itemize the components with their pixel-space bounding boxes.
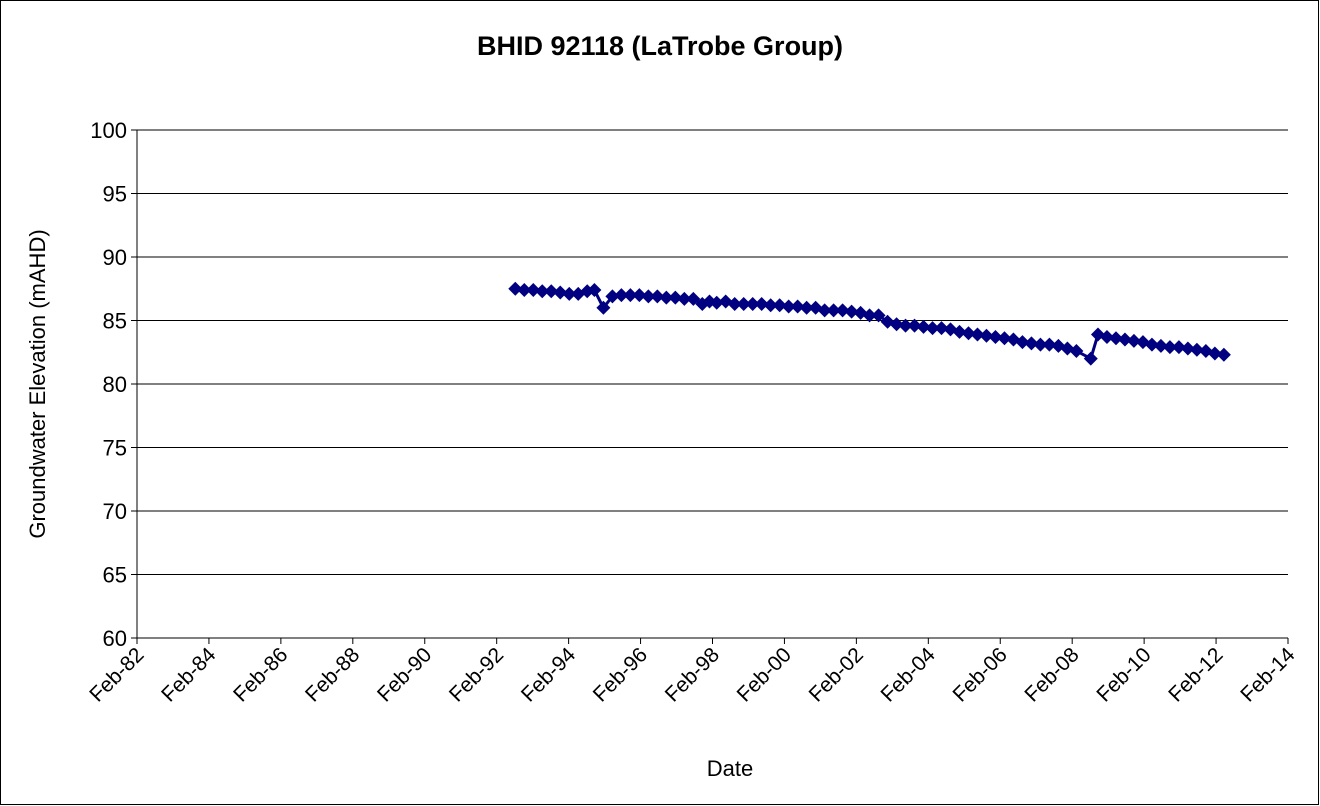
y-tick-label: 75 [103, 436, 127, 461]
marker [508, 281, 523, 296]
marker [916, 319, 931, 334]
marker [632, 288, 647, 303]
marker [1099, 330, 1114, 345]
marker [1144, 337, 1159, 352]
marker [1117, 332, 1132, 347]
marker [605, 289, 620, 304]
marker [1171, 340, 1186, 355]
marker [1180, 341, 1195, 356]
marker [1162, 340, 1177, 355]
x-axis-label: Date [707, 756, 753, 781]
marker [668, 290, 683, 305]
marker [745, 296, 760, 311]
y-axis-label: Groundwater Elevation (mAHD) [25, 229, 50, 538]
marker [1207, 346, 1222, 361]
marker [1153, 338, 1168, 353]
marker [934, 321, 949, 336]
marker [1216, 347, 1231, 362]
marker [970, 327, 985, 342]
marker [1069, 343, 1084, 358]
marker [1015, 335, 1030, 350]
marker [961, 326, 976, 341]
marker [925, 321, 940, 336]
marker [544, 284, 559, 299]
marker [889, 317, 904, 332]
y-tick-label: 90 [103, 245, 127, 270]
marker [1042, 337, 1057, 352]
marker [871, 308, 886, 323]
marker [844, 304, 859, 319]
marker [562, 286, 577, 301]
marker [659, 290, 674, 305]
marker [709, 295, 724, 310]
marker [686, 291, 701, 306]
marker [553, 285, 568, 300]
marker [988, 330, 1003, 345]
marker [614, 288, 629, 303]
marker [677, 291, 692, 306]
marker [817, 303, 832, 318]
y-tick-label: 80 [103, 372, 127, 397]
marker [835, 303, 850, 318]
marker [772, 298, 787, 313]
marker [1189, 342, 1204, 357]
marker [979, 328, 994, 343]
y-tick-label: 70 [103, 499, 127, 524]
marker [790, 299, 805, 314]
marker [517, 283, 532, 298]
marker [862, 308, 877, 323]
marker [736, 296, 751, 311]
marker [1024, 336, 1039, 351]
y-tick-label: 60 [103, 626, 127, 651]
marker [1108, 331, 1123, 346]
marker [587, 283, 602, 298]
marker [781, 299, 796, 314]
marker [1083, 351, 1098, 366]
marker [1126, 333, 1141, 348]
marker [650, 289, 665, 304]
y-tick-label: 100 [90, 118, 127, 143]
chart-title: BHID 92118 (LaTrobe Group) [477, 31, 843, 61]
marker [727, 296, 742, 311]
y-tick-label: 85 [103, 309, 127, 334]
marker [623, 288, 638, 303]
marker [997, 331, 1012, 346]
marker [907, 318, 922, 333]
marker [826, 303, 841, 318]
y-tick-label: 95 [103, 182, 127, 207]
y-tick-label: 65 [103, 563, 127, 588]
marker [535, 284, 550, 299]
marker [898, 318, 913, 333]
marker [641, 289, 656, 304]
marker [952, 324, 967, 339]
marker [763, 298, 778, 313]
marker [799, 300, 814, 315]
marker [1033, 337, 1048, 352]
marker [754, 296, 769, 311]
marker [596, 300, 611, 315]
marker [526, 283, 541, 298]
